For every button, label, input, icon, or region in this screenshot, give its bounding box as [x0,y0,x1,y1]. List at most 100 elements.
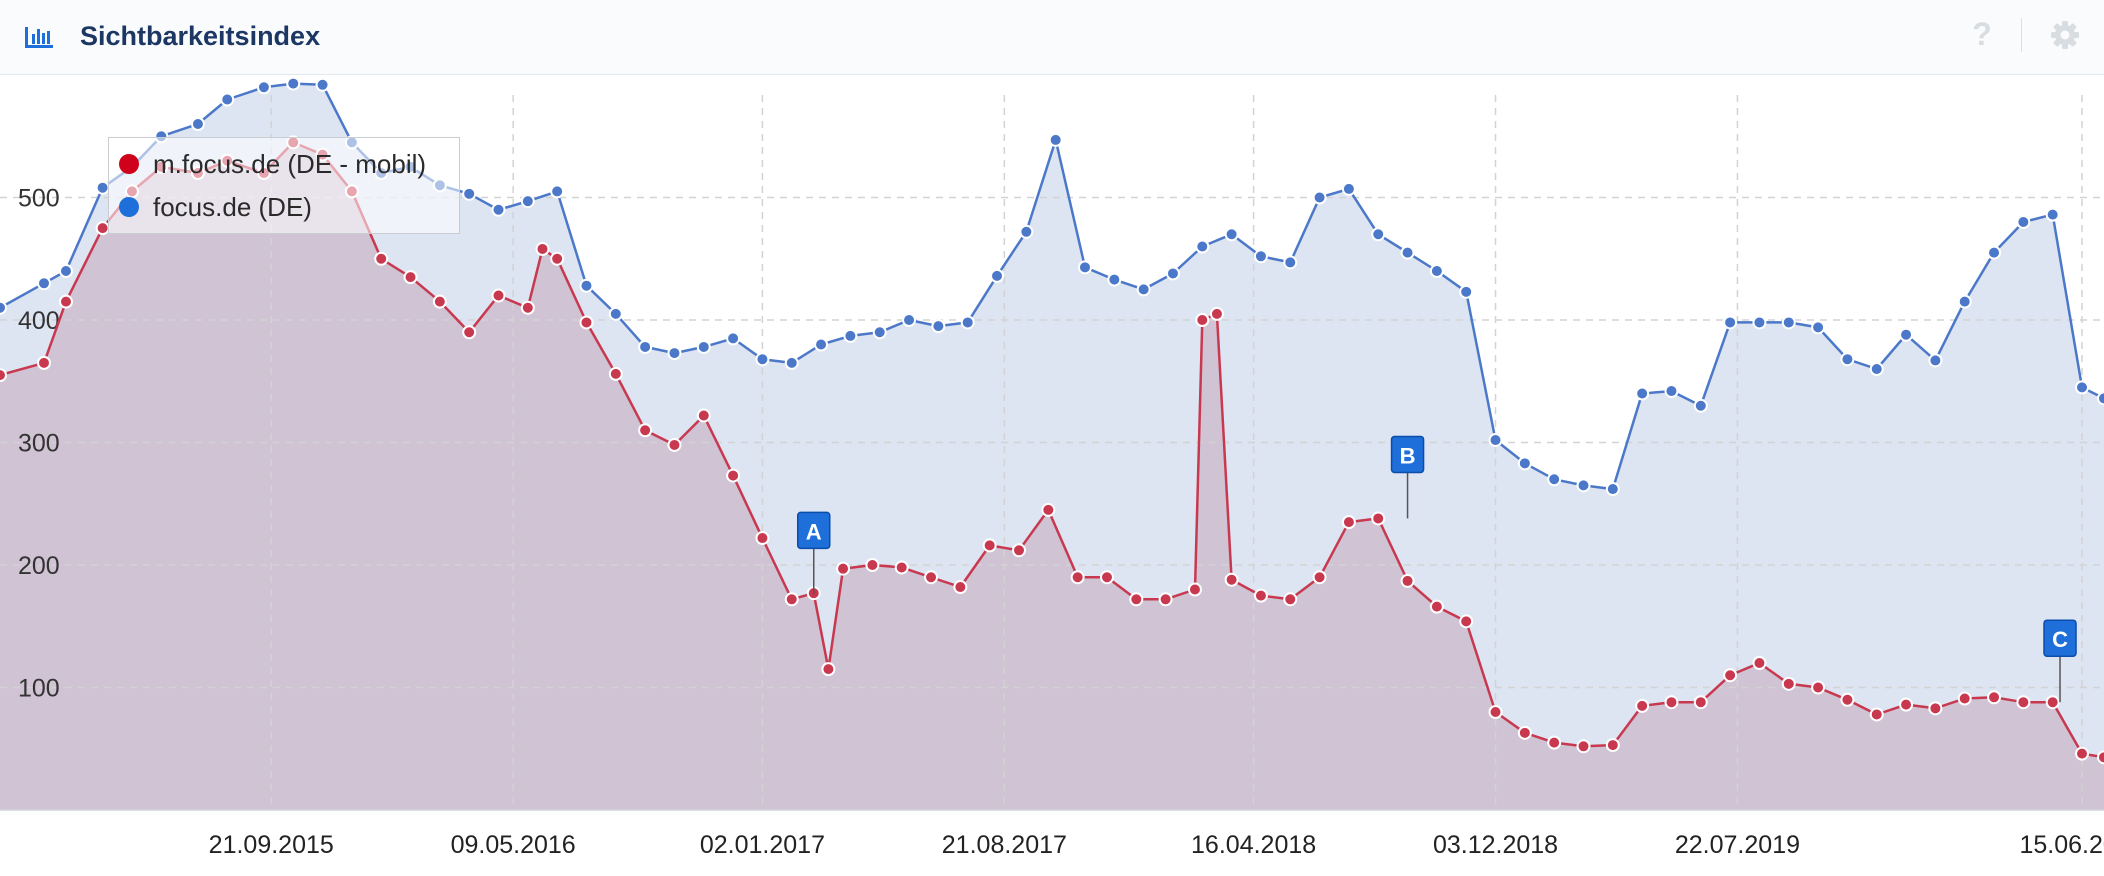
data-point-desktop [58,264,73,278]
data-point-desktop [1664,384,1679,399]
event-marker-label: C [2052,627,2068,652]
data-point-mobile [520,300,535,315]
data-point-desktop [726,331,741,346]
data-point-desktop [667,346,682,361]
data-point-mobile [667,437,682,452]
y-tick-label: 500 [18,185,60,213]
data-point-desktop [36,276,51,291]
data-point-mobile [755,531,770,546]
data-point-mobile [1899,697,1914,712]
data-point-desktop [550,184,565,199]
data-point-mobile [1099,570,1114,585]
data-point-desktop [286,76,301,91]
data-point-mobile [1400,573,1415,588]
panel-header: Sichtbarkeitsindex ? [0,0,2104,75]
data-point-desktop [2097,391,2104,406]
data-point-desktop [1195,239,1210,254]
data-point-desktop [1752,315,1767,330]
data-point-mobile [1752,656,1767,670]
data-point-desktop [843,328,858,343]
event-marker-b: B [1390,435,1425,519]
x-tick-label: 03.12.2018 [1433,831,1558,859]
legend-dot-desktop [119,197,139,217]
data-point-desktop [0,300,7,315]
data-point-desktop [1605,482,1620,497]
data-point-desktop [315,77,330,92]
data-point-desktop [2075,380,2090,395]
data-point-desktop [1253,249,1268,264]
data-point-mobile [0,368,7,383]
legend-item-mobile[interactable]: m.focus.de (DE - mobil) [119,147,426,181]
data-point-desktop [579,278,594,293]
y-tick-label: 100 [18,675,60,703]
data-point-mobile [403,270,418,285]
data-point-desktop [256,80,271,95]
data-point-desktop [1547,472,1562,487]
event-marker-label: A [806,519,822,544]
data-point-mobile [36,355,51,370]
x-tick-label: 21.08.2017 [942,831,1067,859]
data-point-mobile [1987,690,2002,705]
data-point-desktop [902,313,917,327]
data-point-mobile [1070,570,1085,585]
data-point-mobile [1187,582,1202,597]
data-point-mobile [2016,695,2031,710]
data-point-desktop [1869,362,1884,376]
bar-chart-icon [25,27,53,48]
data-point-mobile [1224,572,1239,587]
data-point-desktop [608,306,623,321]
y-tick-label: 300 [18,430,60,458]
data-point-desktop [1077,260,1092,275]
help-icon[interactable]: ? [1972,16,1992,52]
data-point-mobile [1664,695,1679,710]
chart-legend: m.focus.de (DE - mobil) focus.de (DE) [108,137,460,234]
x-tick-label: 21.09.2015 [209,831,334,859]
data-point-desktop [1283,255,1298,270]
data-point-mobile [726,468,741,483]
data-point-mobile [1195,313,1210,327]
data-point-mobile [1576,739,1591,754]
legend-item-desktop[interactable]: focus.de (DE) [119,190,312,224]
event-marker-box [796,511,831,550]
data-point-desktop [814,337,829,352]
data-point-mobile [784,592,799,607]
data-point-desktop [1429,264,1444,278]
data-point-mobile [1158,592,1173,607]
data-point-mobile [1041,502,1056,517]
data-point-desktop [1987,245,2002,260]
data-point-desktop [1576,478,1591,493]
data-point-mobile [1488,705,1503,719]
data-point-mobile [953,580,968,595]
data-point-desktop [1400,245,1415,260]
data-point-desktop [462,186,477,201]
data-point-desktop [1488,433,1503,448]
data-point-mobile [579,315,594,330]
gear-icon[interactable] [2050,20,2080,50]
data-point-mobile [374,251,389,266]
data-point-mobile [2097,750,2104,765]
data-point-mobile [1723,668,1738,683]
data-point-desktop [1459,284,1474,299]
data-point-mobile [1605,738,1620,753]
data-point-mobile [1693,695,1708,710]
data-point-desktop [1517,456,1532,471]
data-point-mobile [836,561,851,576]
data-point-desktop [1136,282,1151,297]
data-point-mobile [1517,725,1532,740]
y-tick-label: 200 [18,552,60,580]
data-point-mobile [1371,511,1386,526]
x-tick-label: 22.07.2019 [1675,831,1800,859]
data-point-mobile [462,325,477,340]
visibility-index-chart: 100 200 300 400 500 21.09.2015 09.05.2016 02.01… [0,76,2104,859]
data-point-desktop [520,194,535,209]
data-point-desktop [1107,272,1122,287]
data-point-mobile [1840,692,1855,707]
data-point-mobile [924,570,939,585]
data-point-desktop [1693,398,1708,413]
data-point-mobile [1283,592,1298,607]
data-point-desktop [2045,207,2060,222]
series-line-mobile [0,141,2104,759]
event-marker-box [2043,619,2077,657]
data-point-mobile [696,408,711,423]
data-point-mobile [894,560,909,575]
